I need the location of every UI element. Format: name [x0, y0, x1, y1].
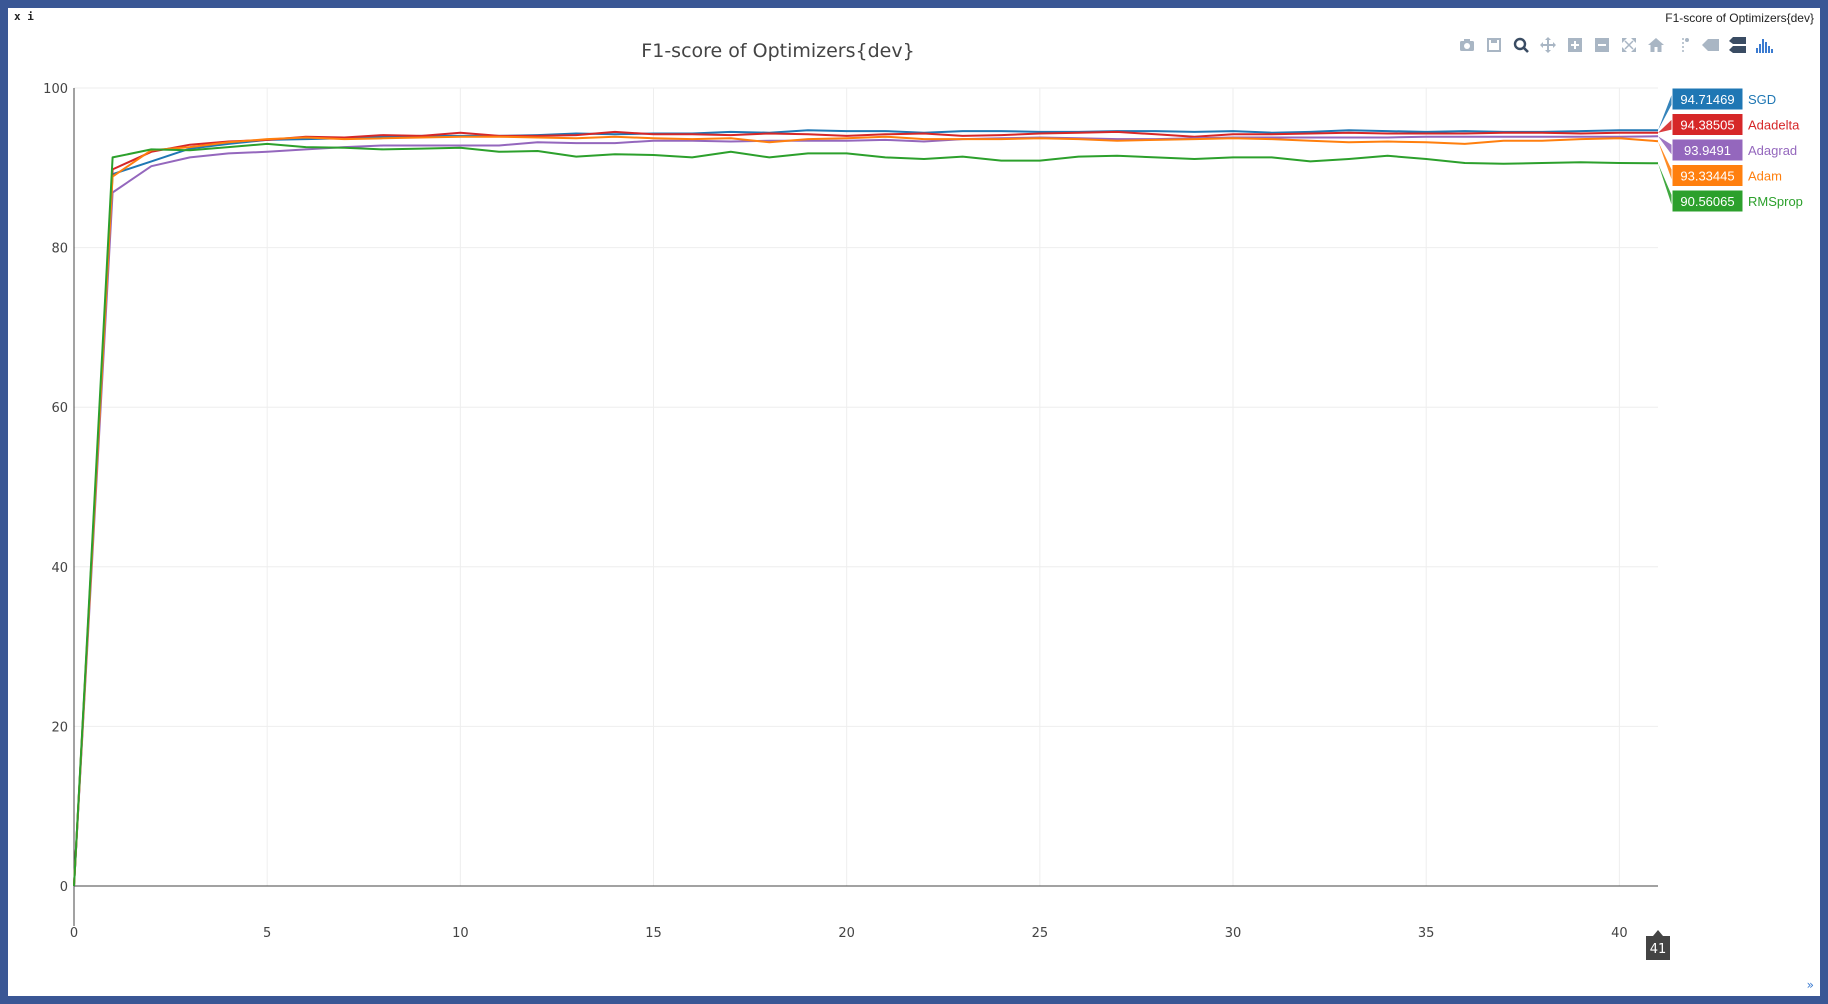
hover-label-sgd: 94.71469 SGD [1658, 87, 1776, 131]
home-icon[interactable] [1645, 35, 1666, 55]
y-tick-label: 20 [51, 720, 68, 735]
x-tick-label: 0 [70, 926, 78, 941]
hover-series-name: Adam [1748, 169, 1782, 184]
zoom-icon[interactable] [1510, 35, 1531, 55]
y-tick-label: 0 [60, 880, 68, 895]
x-tick-label: 10 [452, 926, 469, 941]
x-tick-label: 30 [1225, 926, 1242, 941]
x-tick-label: 5 [263, 926, 271, 941]
hover-series-name: RMSprop [1748, 194, 1803, 209]
y-tick-label: 100 [43, 82, 68, 97]
autoscale-icon[interactable] [1618, 35, 1639, 55]
pan-icon[interactable] [1537, 35, 1558, 55]
spike-lines-icon[interactable] [1672, 35, 1693, 55]
window-title: F1-score of Optimizers{dev} [1665, 11, 1814, 25]
window-corner-label[interactable]: x i [14, 10, 34, 23]
hover-value: 94.71469 [1680, 92, 1734, 107]
plot-window: x i F1-score of Optimizers{dev} 0 5 10 15 20… [8, 8, 1820, 996]
chart-svg: 0 5 10 15 20 25 30 35 40 0 20 40 60 80 100 41 94.71469 S… [43, 40, 1803, 960]
hover-x-value: 41 [1650, 942, 1667, 957]
x-tick-label: 35 [1418, 926, 1435, 941]
expand-corner-icon[interactable]: » [1806, 978, 1814, 992]
y-tick-label: 80 [51, 242, 68, 257]
hover-label-adagrad: 93.9491 Adagrad [1658, 136, 1797, 162]
series-layer [73, 129, 1659, 887]
zoom-out-icon[interactable] [1591, 35, 1612, 55]
modebar [1456, 34, 1774, 56]
series-line-rmsprop[interactable] [73, 142, 1659, 887]
hover-compare-icon[interactable] [1726, 35, 1747, 55]
hover-value: 93.9491 [1684, 143, 1731, 158]
zoom-in-icon[interactable] [1564, 35, 1585, 55]
hover-label-adam: 93.33445 Adam [1658, 141, 1782, 187]
y-tick-label: 40 [51, 561, 68, 576]
hover-label-rmsprop: 90.56065 RMSprop [1658, 163, 1803, 213]
save-icon[interactable] [1483, 35, 1504, 55]
hover-value: 90.56065 [1680, 194, 1734, 209]
x-tick-label: 25 [1032, 926, 1049, 941]
hover-x-label: 41 [1646, 930, 1670, 960]
series-line-adadelta[interactable] [73, 130, 1659, 887]
hover-label-adadelta: 94.38505 Adadelta [1658, 113, 1800, 136]
series-line-sgd[interactable] [73, 129, 1659, 887]
hover-value: 93.33445 [1680, 169, 1734, 184]
series-line-adagrad[interactable] [73, 135, 1659, 887]
axes-layer: 0 5 10 15 20 25 30 35 40 0 20 40 60 80 100 [43, 82, 1658, 941]
chart-title: F1-score of Optimizers{dev} [641, 40, 914, 62]
series-line-adam[interactable] [73, 135, 1659, 887]
camera-icon[interactable] [1456, 35, 1477, 55]
plotly-logo-icon[interactable] [1753, 35, 1774, 55]
y-tick-label: 60 [51, 401, 68, 416]
hover-layer: 41 94.71469 SGD 94.38505 Adadelta 93.9491 Adag… [1646, 87, 1803, 960]
x-tick-label: 20 [838, 926, 855, 941]
grid-layer [74, 87, 1658, 886]
hover-series-name: SGD [1748, 92, 1776, 107]
hover-series-name: Adadelta [1748, 118, 1800, 133]
hover-series-name: Adagrad [1748, 143, 1797, 158]
hover-value: 94.38505 [1680, 118, 1734, 133]
x-tick-label: 40 [1611, 926, 1628, 941]
x-tick-label: 15 [645, 926, 662, 941]
hover-closest-icon[interactable] [1699, 35, 1720, 55]
